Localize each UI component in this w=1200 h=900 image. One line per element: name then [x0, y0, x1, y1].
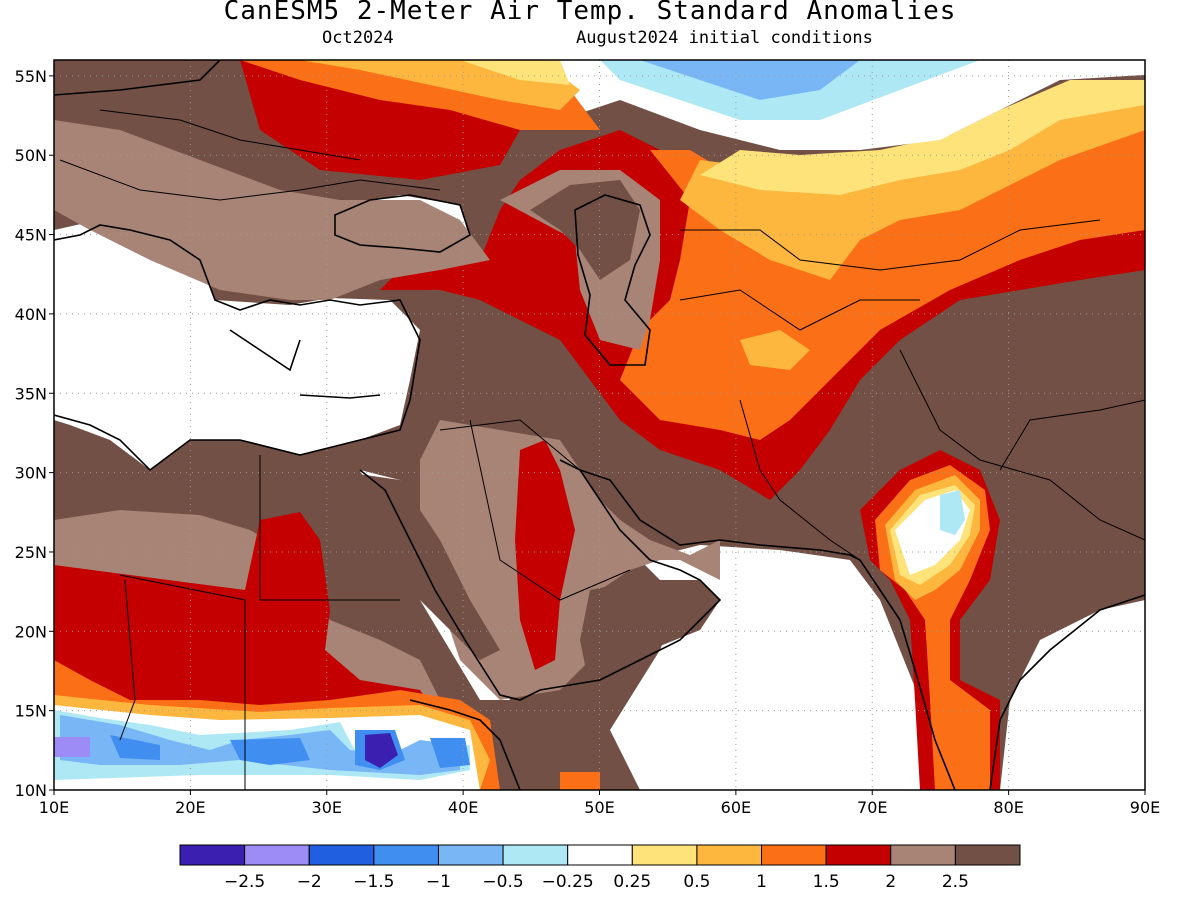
lon-tick-label: 60E — [721, 798, 751, 817]
longitude-axis: 10E 20E 30E 40E 50E 60E 70E 80E 90E — [39, 790, 1160, 817]
lat-tick-label: 35N — [15, 384, 47, 403]
anomaly-field — [54, 60, 1145, 790]
lat-tick-label: 15N — [15, 702, 47, 721]
colorbar-swatch — [567, 844, 633, 866]
lon-tick-label: 10E — [39, 798, 69, 817]
colorbar-swatch — [631, 844, 698, 866]
forecast-month: Oct2024 — [322, 28, 394, 48]
coastlines — [54, 60, 1145, 790]
colorbar-label: 1 — [756, 872, 767, 892]
colorbar-swatch — [696, 844, 763, 866]
bay-of-bengal — [1000, 600, 1145, 790]
map-title: CanESM5 2-Meter Air Temp. Standard Anoma… — [223, 0, 957, 26]
lon-tick-label: 80E — [993, 798, 1023, 817]
colorbar-label: 0.5 — [683, 872, 710, 892]
colorbar-swatch — [890, 844, 956, 866]
colorbar — [179, 844, 1021, 866]
colorbar-swatch — [761, 844, 827, 866]
initial-conditions: August2024 initial conditions — [576, 28, 873, 48]
colorbar-label: −2.5 — [224, 872, 265, 892]
lon-tick-label: 50E — [584, 798, 614, 817]
colorbar-label: 0.25 — [613, 872, 651, 892]
colorbar-swatch — [954, 844, 1021, 866]
latitude-axis: 55N 50N 45N 40N 35N 30N 25N 20N 15N 10N — [15, 67, 54, 800]
colorbar-labels: −2.5 −2 −1.5 −1 −0.5 −0.25 0.25 0.5 1 1.5 2 2.5 — [224, 872, 969, 892]
colorbar-swatch — [308, 844, 375, 866]
colorbar-swatch — [179, 844, 246, 866]
lon-tick-label: 40E — [448, 798, 478, 817]
lat-tick-label: 55N — [15, 67, 47, 86]
colorbar-label: 2 — [885, 872, 896, 892]
lon-tick-label: 20E — [175, 798, 205, 817]
lon-tick-label: 70E — [857, 798, 887, 817]
lat-tick-label: 40N — [15, 305, 47, 324]
colorbar-swatch — [373, 844, 439, 866]
colorbar-swatch — [244, 844, 310, 866]
lat-tick-label: 20N — [15, 622, 47, 641]
colorbar-label: −0.25 — [542, 872, 594, 892]
mediterranean-sea — [54, 222, 420, 470]
colorbar-label: 1.5 — [813, 872, 840, 892]
colorbar-label: −2 — [297, 872, 322, 892]
colorbar-swatch — [825, 844, 892, 866]
lat-tick-label: 10N — [15, 781, 47, 800]
colorbar-label: 2.5 — [942, 872, 969, 892]
country-borders — [59, 109, 1145, 790]
colorbar-label: −1.5 — [353, 872, 394, 892]
lat-tick-label: 25N — [15, 543, 47, 562]
lon-tick-label: 30E — [312, 798, 342, 817]
lon-tick-label: 90E — [1130, 798, 1160, 817]
lat-tick-label: 30N — [15, 464, 47, 483]
colorbar-swatch — [502, 844, 569, 866]
lat-tick-label: 50N — [15, 146, 47, 165]
colorbar-label: −1 — [426, 872, 451, 892]
lat-tick-label: 45N — [15, 226, 47, 245]
colorbar-swatch — [437, 844, 504, 866]
colorbar-label: −0.5 — [482, 872, 523, 892]
